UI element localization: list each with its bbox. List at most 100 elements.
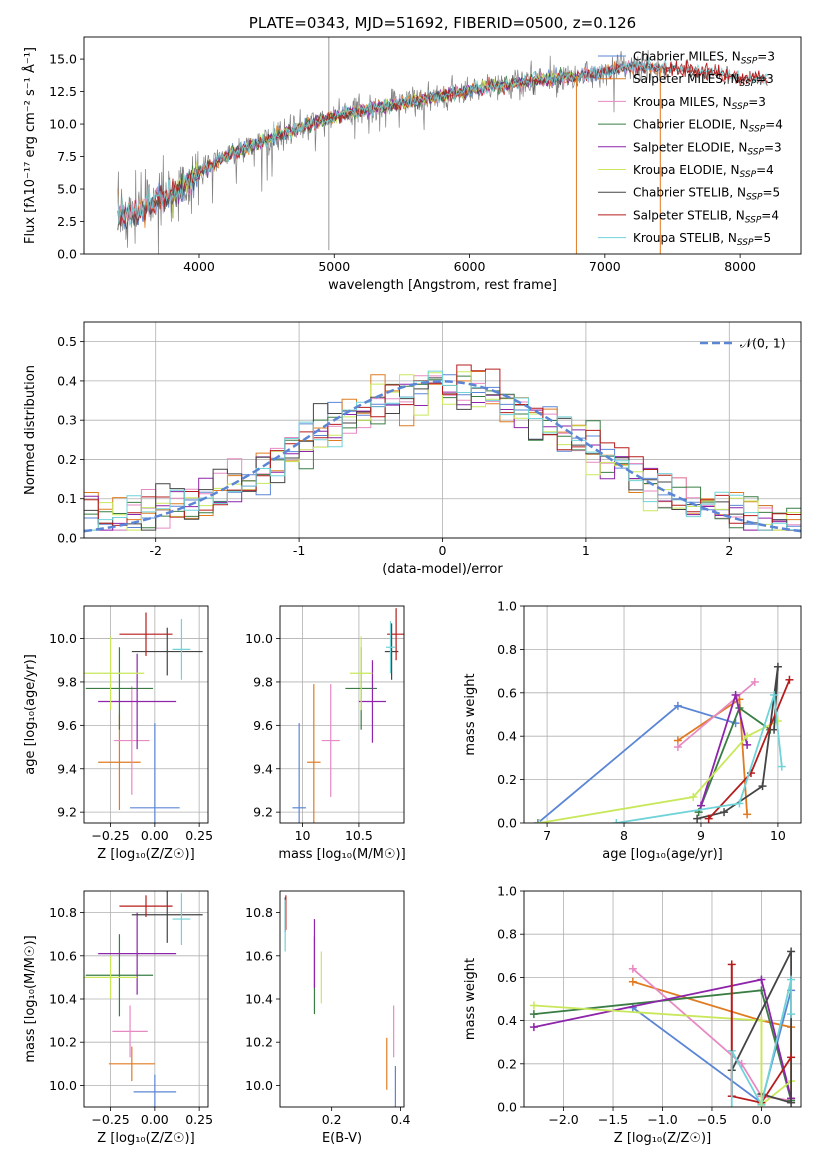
spectrum-ytick-label: 5.0 <box>57 182 77 197</box>
weight-marker <box>529 1010 538 1019</box>
weight-vs-age-plot-area <box>524 606 801 823</box>
weight-marker <box>735 799 744 808</box>
weight-marker <box>673 701 682 710</box>
age-vs-Z-ytick-label: 10.0 <box>49 631 77 646</box>
weight-marker <box>535 819 544 823</box>
weight-marker <box>704 814 713 823</box>
spectrum-model-line <box>117 61 660 230</box>
residuals-ytick-label: 0.5 <box>57 334 77 349</box>
weight-marker <box>689 792 698 801</box>
spectrum-xlabel: wavelength [Angstrom, rest frame] <box>328 278 557 293</box>
weight-vs-Z-xtick-label: −0.5 <box>697 1112 727 1127</box>
mass-vs-Z-panel: −0.25 0.00 0.25 10.0 10.2 10.4 10.6 10.8 Z [log₁… <box>23 890 213 1146</box>
mass-vs-ebv-frame <box>279 890 405 1108</box>
residuals-ytick-label: 0.0 <box>57 531 77 546</box>
mass-vs-Z-ytick-label: 10.8 <box>49 905 77 920</box>
weight-marker <box>720 808 729 817</box>
mass-vs-ebv-plot-area <box>284 895 396 1107</box>
weight-vs-Z-xtick-label: 0.0 <box>751 1112 771 1127</box>
weight-line <box>696 666 779 820</box>
age-vs-mass-panel: 10 10.5 9.2 9.4 9.6 9.8 10.0 mass [log₁₀(M/M☉)] <box>245 605 406 862</box>
age-vs-mass-ytick-label: 10.0 <box>245 631 273 646</box>
weight-marker <box>533 819 542 823</box>
weight-vs-age-xtick-label: 10 <box>770 828 786 843</box>
weight-marker <box>770 690 779 699</box>
mass-vs-Z-ytick-label: 10.0 <box>49 1078 77 1093</box>
weight-marker <box>673 743 682 752</box>
mass-vs-Z-ylabel: mass [log₁₀(M/M☉)] <box>23 935 38 1062</box>
mass-vs-ebv-ytick-label: 10.6 <box>245 948 273 963</box>
spectrum-model-line <box>665 60 767 84</box>
legend-label: Kroupa ELODIE, NSSP=4 <box>633 163 774 180</box>
weight-vs-age-xtick-label: 7 <box>543 828 551 843</box>
residuals-ytick-label: 0.2 <box>57 452 77 467</box>
age-vs-mass-ytick-label: 9.6 <box>253 718 273 733</box>
mass-vs-ebv-axes: 0.2 0.4 10.0 10.2 10.4 10.6 10.8 <box>245 905 410 1127</box>
weight-marker <box>743 810 752 819</box>
weight-vs-age-panel: 7 8 9 10 0.0 0.2 0.4 0.6 0.8 1.0 age [log₁₀(age/yr… <box>463 599 802 862</box>
weight-vs-age-ytick-label: 0.4 <box>497 729 517 744</box>
age-vs-mass-xtick-label: 10.5 <box>345 828 373 843</box>
age-vs-Z-ytick-label: 9.2 <box>57 805 77 820</box>
weight-line <box>731 979 792 1107</box>
weight-vs-age-ytick-label: 1.0 <box>497 599 517 614</box>
mass-vs-ebv-xtick-label: 0.2 <box>322 1112 342 1127</box>
spectrum-frame <box>83 36 802 255</box>
spectrum-data-line <box>117 50 666 254</box>
legend-label: Salpeter ELODIE, NSSP=3 <box>633 140 782 157</box>
spectrum-legend: Chabrier MILES, NSSP=3 Salpeter MILES, NS… <box>598 50 783 248</box>
residual-histogram <box>84 364 801 531</box>
residuals-frame <box>83 321 802 539</box>
spectrum-plot-area <box>117 37 768 254</box>
weight-marker <box>787 947 796 956</box>
residuals-xtick-label: 1 <box>582 543 590 558</box>
age-vs-Z-axes: −0.25 0.00 0.25 9.2 9.4 9.6 9.8 10.0 <box>49 631 213 843</box>
age-vs-Z-ytick-label: 9.4 <box>57 761 77 776</box>
spectrum-title: PLATE=0343, MJD=51692, FIBERID=0500, z=0… <box>249 14 636 32</box>
age-vs-mass-ytick-label: 9.2 <box>253 805 273 820</box>
weight-marker <box>529 1023 538 1032</box>
weight-marker <box>529 1001 538 1010</box>
weight-vs-age-ytick-label: 0.8 <box>497 642 517 657</box>
weight-vs-Z-xtick-label: −1.0 <box>647 1112 677 1127</box>
age-vs-mass-grid <box>280 606 404 823</box>
residuals-panel: -2 -1 0 1 2 0.0 0.1 0.2 0.3 0.4 0.5 (data-model)/er… <box>23 321 802 577</box>
weight-vs-age-frame <box>523 605 802 824</box>
weight-vs-age-ytick-label: 0.0 <box>497 816 517 831</box>
mass-vs-ebv-panel: 0.2 0.4 10.0 10.2 10.4 10.6 10.8 E(B-V) <box>245 890 411 1146</box>
weight-vs-Z-ylabel: mass weight <box>463 958 478 1040</box>
spectrum-model-line <box>117 60 660 224</box>
spectrum-ytick-label: 15.0 <box>49 52 77 67</box>
legend-label: Chabrier ELODIE, NSSP=4 <box>633 118 783 135</box>
weight-marker <box>731 690 740 699</box>
weight-vs-Z-ytick-label: 1.0 <box>497 884 517 899</box>
weight-vs-Z-ytick-label: 0.2 <box>497 1056 517 1071</box>
mass-vs-ebv-ytick-label: 10.2 <box>245 1035 273 1050</box>
mass-vs-Z-ytick-label: 10.4 <box>49 992 77 1007</box>
weight-line <box>730 951 792 1104</box>
mass-vs-ebv-xtick-label: 0.4 <box>391 1112 411 1127</box>
weight-vs-age-ytick-label: 0.2 <box>497 772 517 787</box>
weight-vs-age-xtick-label: 8 <box>620 828 628 843</box>
spectrum-model-line <box>171 71 579 213</box>
weight-vs-Z-axes: −2.0 −1.5 −1.0 −0.5 0.0 0.0 0.2 0.4 0.6 0.8 1.0 <box>497 884 771 1128</box>
weight-marker <box>750 677 759 686</box>
mass-vs-ebv-xlabel: E(B-V) <box>322 1131 362 1146</box>
mass-vs-Z-plot-area <box>84 891 208 1107</box>
residuals-xtick-label: -1 <box>293 543 305 558</box>
residuals-legend: 𝒩(0, 1) <box>700 336 786 351</box>
weight-line <box>677 681 756 748</box>
mass-vs-ebv-ytick-label: 10.0 <box>245 1078 273 1093</box>
residuals-ytick-label: 0.4 <box>57 373 77 388</box>
residuals-xtick-label: 0 <box>439 543 447 558</box>
spectrum-xtick-label: 7000 <box>589 259 621 274</box>
age-vs-mass-axes: 10 10.5 9.2 9.4 9.6 9.8 10.0 <box>245 631 373 843</box>
weight-vs-Z-xtick-label: −2.0 <box>548 1112 578 1127</box>
weight-vs-Z-grid <box>524 891 801 1107</box>
weight-line <box>616 694 783 823</box>
weight-marker <box>743 732 752 741</box>
weight-vs-Z-ytick-label: 0.8 <box>497 927 517 942</box>
residuals-ytick-label: 0.3 <box>57 413 77 428</box>
weight-vs-Z-xtick-label: −1.5 <box>598 1112 628 1127</box>
legend-label: Kroupa MILES, NSSP=3 <box>633 95 766 112</box>
